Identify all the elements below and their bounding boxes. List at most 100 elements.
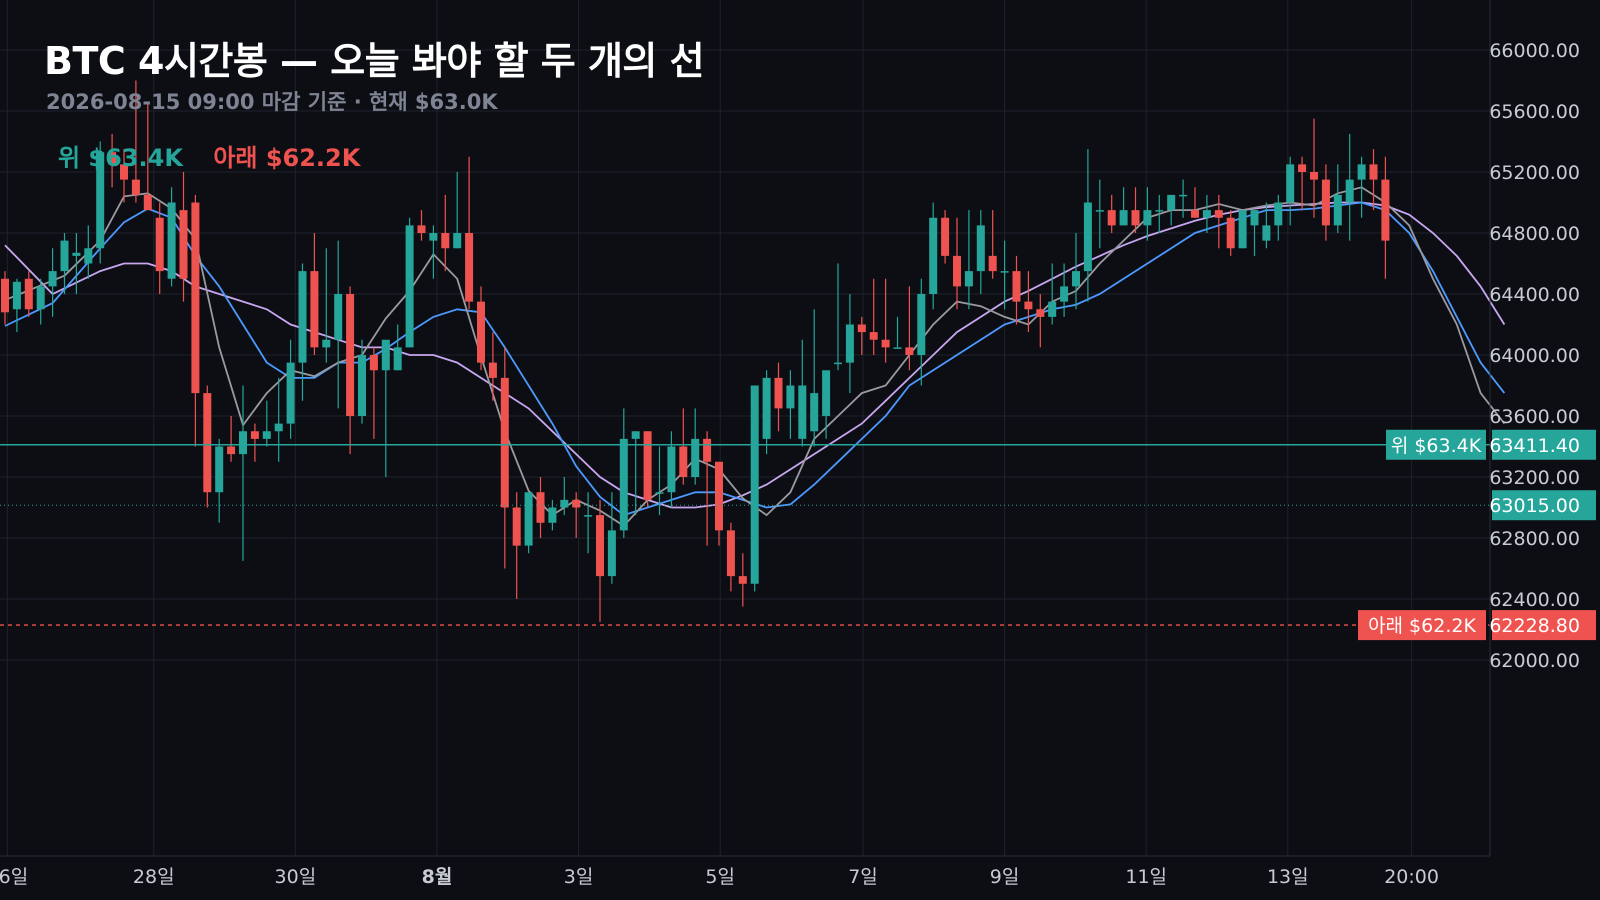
level-axis-value-upper: 63411.40 [1489, 435, 1580, 457]
candle-body [929, 217, 938, 294]
candle [1226, 210, 1235, 256]
candle [1262, 202, 1271, 249]
candle-body [1298, 164, 1307, 172]
candle [917, 278, 926, 386]
candle-body [1, 278, 9, 313]
candle-body [1202, 210, 1211, 218]
candle [274, 377, 283, 462]
candle-body [227, 446, 236, 455]
candle [667, 431, 676, 508]
candle [1357, 156, 1366, 218]
candle-body [334, 294, 343, 340]
candle [881, 278, 890, 363]
candle-body [322, 339, 331, 348]
candle-body [1012, 271, 1021, 302]
candle [845, 294, 854, 394]
candle [72, 233, 81, 294]
candle [703, 431, 712, 546]
candle [179, 172, 188, 302]
x-tick-label: 7일 [848, 866, 878, 888]
candle [976, 210, 985, 294]
grid [0, 0, 1490, 856]
candle-body [298, 271, 307, 363]
candle [465, 156, 474, 310]
candle-body [250, 431, 259, 439]
candle-body [477, 301, 485, 363]
level-axis-box-upper [1492, 429, 1596, 460]
candle-body [500, 377, 509, 508]
candle [262, 400, 271, 447]
x-tick-label: 3일 [564, 866, 594, 888]
level-legend: 위 $63.4K 아래 $62.2K [58, 138, 382, 173]
candle-body [738, 576, 747, 584]
candle-body [60, 240, 69, 272]
candle-body [274, 423, 283, 432]
y-tick-label: 62400.00 [1489, 589, 1580, 611]
candle-body [1191, 210, 1199, 218]
candle [1369, 149, 1378, 211]
y-tick-label: 65600.00 [1489, 101, 1580, 123]
candle-body [631, 431, 640, 439]
candle [143, 103, 152, 211]
candle [48, 248, 57, 317]
candle [393, 324, 402, 371]
x-tick-label: 13일 [1267, 866, 1309, 888]
candle-body [1024, 301, 1033, 310]
candle [358, 339, 366, 424]
candle [893, 316, 902, 349]
candle [1333, 164, 1342, 233]
candle-body [584, 515, 593, 517]
candle-body [96, 152, 105, 249]
candle-body [691, 438, 700, 477]
candle-body [822, 370, 831, 416]
candle [738, 553, 747, 607]
candle-body [1048, 301, 1057, 317]
candle-body [1250, 210, 1259, 226]
candle [869, 278, 878, 355]
candle [786, 370, 795, 439]
candle-body [1143, 210, 1152, 226]
candle [1250, 210, 1259, 256]
candle [108, 133, 117, 188]
candle [929, 202, 938, 310]
candle [1036, 294, 1045, 348]
candle-body [667, 446, 676, 493]
candle-body [346, 294, 355, 416]
candle-body [465, 233, 474, 302]
candle-body [1214, 210, 1223, 218]
candle-body [369, 355, 378, 371]
candle-body [215, 446, 224, 493]
candle-body [548, 507, 557, 523]
candle [596, 499, 604, 622]
candle-body [72, 252, 81, 256]
candle-body [1072, 271, 1080, 287]
candle-body [1357, 164, 1366, 180]
candle [250, 423, 259, 462]
candle [691, 408, 700, 485]
candle-body [441, 233, 450, 249]
candle [1048, 263, 1057, 325]
x-tick-label: 28일 [133, 866, 175, 888]
candle [84, 225, 93, 279]
chart-title: BTC 4시간봉 — 오늘 봐야 할 두 개의 선 [44, 39, 705, 83]
candle [512, 492, 521, 599]
candle-body [524, 492, 533, 546]
candle [1000, 240, 1009, 310]
candle [905, 286, 914, 371]
candle [1131, 187, 1140, 233]
candle-body [762, 377, 771, 439]
candle [334, 240, 343, 409]
candle-body [976, 225, 985, 272]
candle [607, 492, 616, 584]
candle [572, 492, 581, 538]
candle-body [488, 362, 497, 378]
candle-body [1167, 194, 1176, 211]
candle [1298, 156, 1307, 211]
candle-body [845, 324, 854, 363]
candle [215, 438, 224, 523]
candle-body [405, 225, 414, 348]
level-axis-box-lower [1492, 610, 1596, 641]
candle [1, 271, 9, 325]
